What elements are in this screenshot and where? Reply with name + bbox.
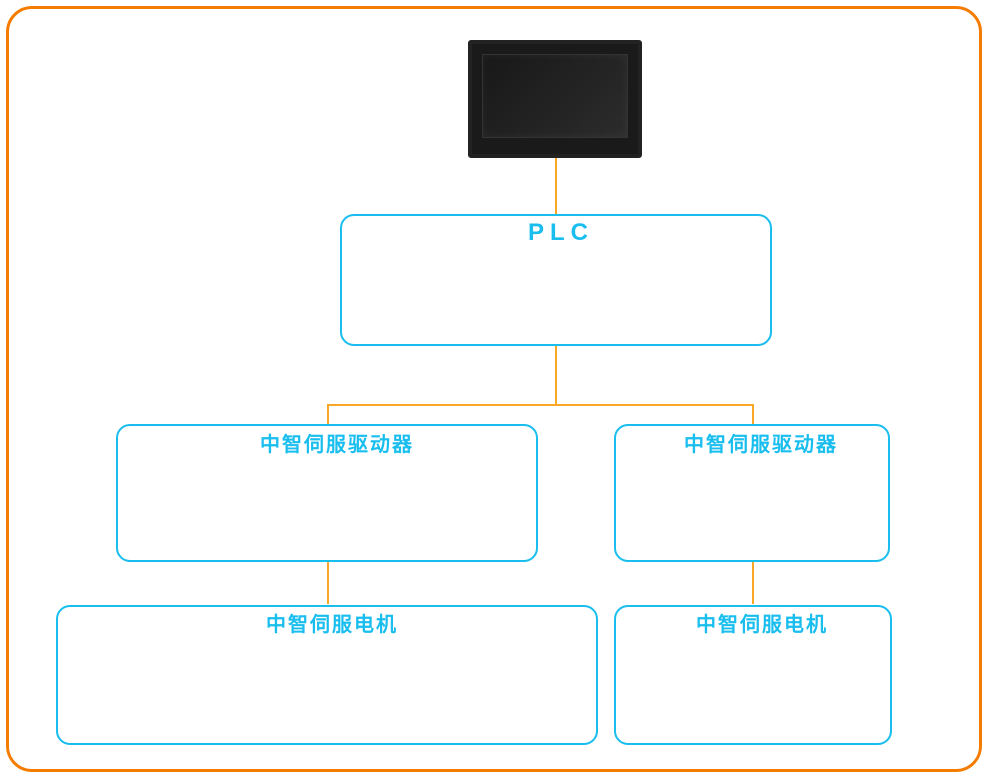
hmi-screen [482, 54, 628, 138]
connector [752, 562, 754, 604]
motor-box-title: 中智伺服电机 [266, 608, 398, 637]
connector [555, 158, 557, 214]
driver-box-title: 中智伺服驱动器 [260, 428, 414, 457]
hmi-panel [468, 40, 642, 158]
connector [555, 346, 557, 404]
connector [327, 562, 329, 604]
connector [327, 404, 329, 424]
connector [752, 404, 754, 424]
driver-box-title: 中智伺服驱动器 [684, 428, 838, 457]
plc-title: PLC [528, 219, 594, 247]
motor-box-title: 中智伺服电机 [696, 608, 828, 637]
connector [327, 404, 753, 406]
